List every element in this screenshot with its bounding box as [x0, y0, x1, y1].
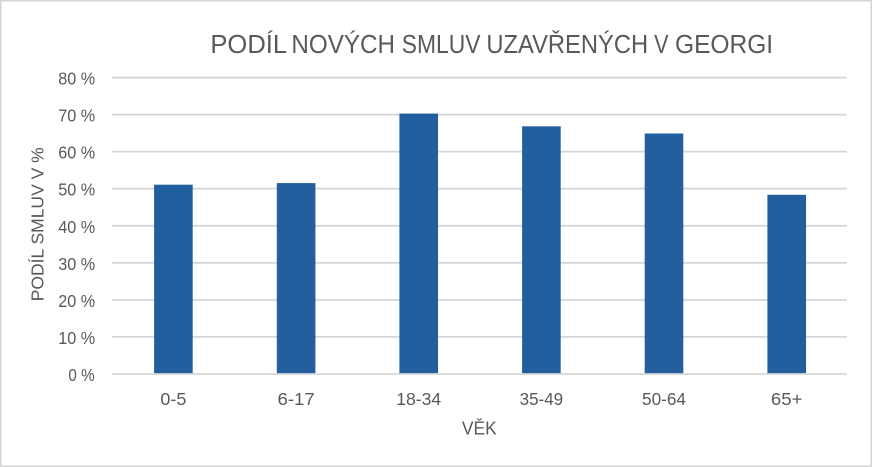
svg-text:18-34: 18-34 [396, 389, 441, 409]
svg-text:50-64: 50-64 [642, 389, 686, 409]
svg-text:50 %: 50 % [58, 180, 95, 200]
svg-text:PODÍL SMLUV V %: PODÍL SMLUV V % [28, 147, 48, 301]
svg-text:60 %: 60 % [58, 143, 95, 163]
svg-text:35-49: 35-49 [520, 389, 564, 409]
svg-text:30 %: 30 % [58, 254, 95, 274]
svg-text:10 %: 10 % [58, 328, 95, 348]
svg-text:70 %: 70 % [58, 106, 95, 126]
svg-text:20 %: 20 % [58, 291, 95, 311]
svg-text:V: V [654, 29, 669, 59]
svg-text:40 %: 40 % [58, 217, 95, 237]
svg-text:6-17: 6-17 [278, 389, 315, 409]
svg-text:80 %: 80 % [58, 69, 95, 89]
svg-text:0 %: 0 % [68, 365, 94, 385]
svg-text:SMLUV: SMLUV [402, 29, 481, 59]
svg-text:GEORGI: GEORGI [675, 29, 773, 59]
svg-text:0-5: 0-5 [160, 389, 186, 409]
svg-text:PODÍL: PODÍL [210, 29, 287, 59]
svg-text:NOVÝCH: NOVÝCH [291, 29, 395, 59]
svg-text:65+: 65+ [771, 389, 803, 409]
svg-text:VĚK: VĚK [462, 418, 497, 439]
svg-text:UZAVŘENÝCH: UZAVŘENÝCH [486, 29, 648, 59]
